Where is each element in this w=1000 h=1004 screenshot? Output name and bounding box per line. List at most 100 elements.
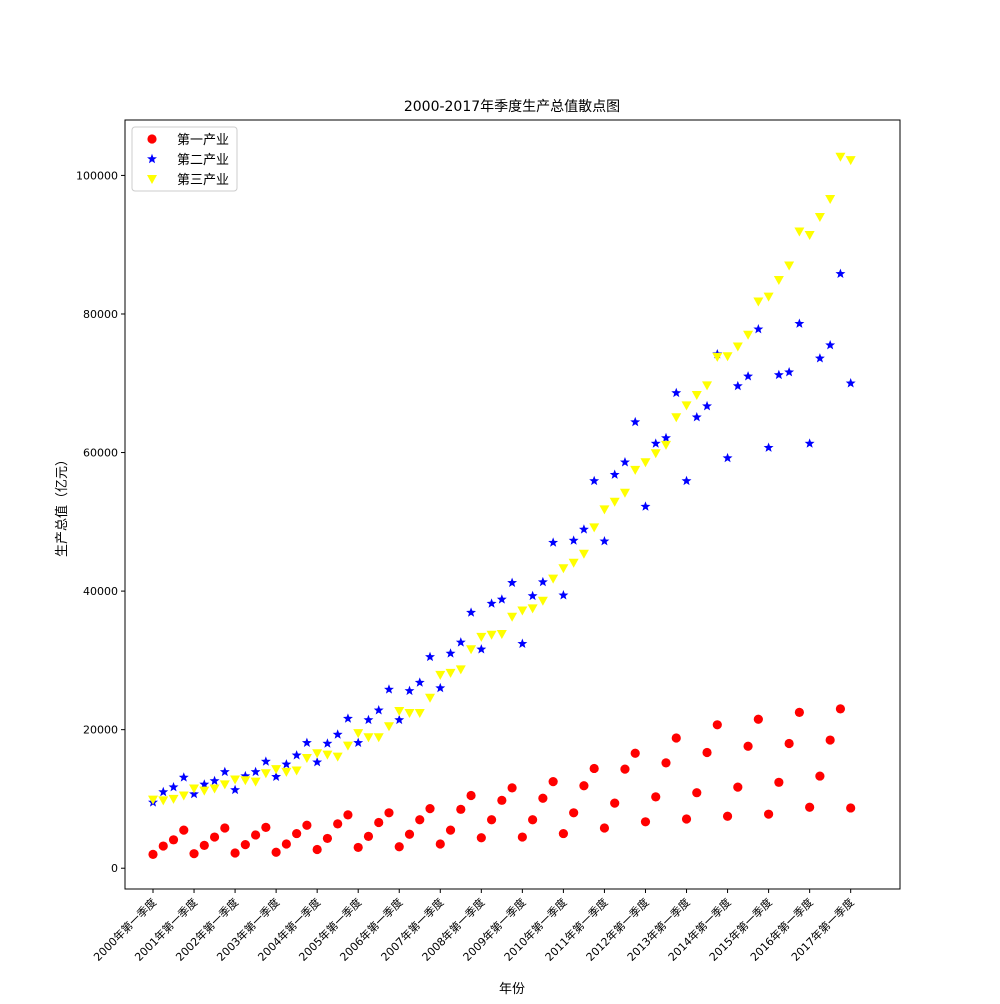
data-point: [240, 840, 250, 850]
data-point: [353, 729, 364, 739]
data-point: [712, 720, 722, 730]
data-point: [517, 606, 528, 616]
data-point: [332, 729, 343, 739]
legend-marker: [147, 153, 157, 164]
data-point: [455, 637, 466, 647]
data-point: [148, 849, 158, 859]
data-point: [650, 449, 661, 459]
data-point: [548, 777, 558, 787]
data-point: [835, 268, 846, 279]
data-point: [497, 795, 507, 805]
data-point: [517, 638, 528, 648]
data-point: [322, 738, 333, 748]
data-point: [630, 465, 641, 475]
data-point: [825, 735, 835, 745]
data-point: [445, 825, 456, 835]
data-point: [230, 848, 240, 858]
data-point: [312, 844, 322, 855]
data-point: [374, 817, 384, 828]
data-point: [168, 835, 179, 845]
x-axis: 2000年第一季度2001年第一季度2002年第一季度2003年第一季度2004…: [91, 889, 857, 964]
data-point: [507, 612, 518, 622]
data-point: [578, 549, 589, 559]
data-point: [743, 741, 753, 751]
data-point: [568, 535, 579, 545]
data-point: [189, 784, 200, 794]
data-point: [661, 432, 671, 443]
data-point: [271, 771, 282, 781]
data-point: [179, 825, 189, 835]
data-point: [804, 438, 815, 448]
data-point: [753, 297, 764, 307]
data-point: [753, 324, 764, 334]
data-point: [302, 820, 312, 830]
data-point: [404, 829, 415, 839]
data-point: [589, 523, 600, 533]
data-point: [743, 330, 754, 340]
legend-label: 第二产业: [177, 153, 229, 168]
data-point: [825, 194, 836, 204]
data-point: [404, 685, 415, 696]
data-point: [189, 788, 199, 799]
data-point: [332, 752, 343, 762]
data-point: [466, 607, 477, 617]
data-point: [271, 847, 281, 857]
data-point: [599, 536, 610, 546]
data-point: [312, 749, 323, 759]
data-point: [383, 722, 394, 732]
legend-marker: [147, 134, 157, 144]
y-tick-label: 80000: [83, 308, 118, 321]
data-point: [589, 763, 599, 774]
data-point: [486, 630, 497, 640]
data-point: [476, 632, 487, 642]
data-point: [507, 783, 517, 793]
data-point: [199, 779, 210, 789]
data-point: [825, 339, 836, 350]
data-point: [425, 693, 436, 703]
legend-label: 第三产业: [177, 173, 229, 188]
data-point: [281, 759, 292, 769]
x-axis-label: 年份: [499, 982, 525, 997]
data-point: [763, 292, 774, 302]
data-point: [168, 794, 179, 804]
data-point: [394, 714, 405, 725]
data-point: [158, 786, 169, 797]
data-point: [805, 802, 815, 812]
data-point: [435, 682, 446, 693]
data-point: [342, 713, 353, 723]
data-point: [363, 831, 374, 841]
data-point: [466, 790, 476, 801]
data-point: [414, 677, 425, 687]
data-point: [558, 564, 569, 574]
data-point: [691, 412, 702, 422]
data-point: [671, 413, 682, 423]
data-point: [620, 457, 630, 467]
plot-area: [124, 119, 901, 890]
data-point: [650, 438, 661, 448]
data-point: [517, 832, 527, 842]
data-point: [784, 738, 794, 749]
data-point: [435, 839, 445, 849]
data-point: [384, 808, 394, 818]
data-point: [599, 823, 610, 833]
data-point: [343, 810, 353, 820]
y-tick-label: 100000: [76, 169, 118, 182]
data-point: [199, 840, 209, 850]
data-point: [158, 841, 168, 851]
data-point: [609, 497, 620, 507]
data-point: [240, 770, 251, 781]
y-tick-label: 60000: [83, 447, 118, 460]
data-point: [425, 804, 435, 814]
data-point: [415, 815, 425, 825]
data-point: [168, 781, 179, 792]
data-point: [804, 231, 815, 241]
data-point: [651, 792, 661, 802]
data-point: [178, 791, 189, 801]
legend-marker: [147, 175, 157, 184]
data-point: [260, 756, 271, 766]
data-point: [537, 596, 548, 606]
data-point: [476, 833, 486, 843]
data-point: [815, 771, 825, 781]
